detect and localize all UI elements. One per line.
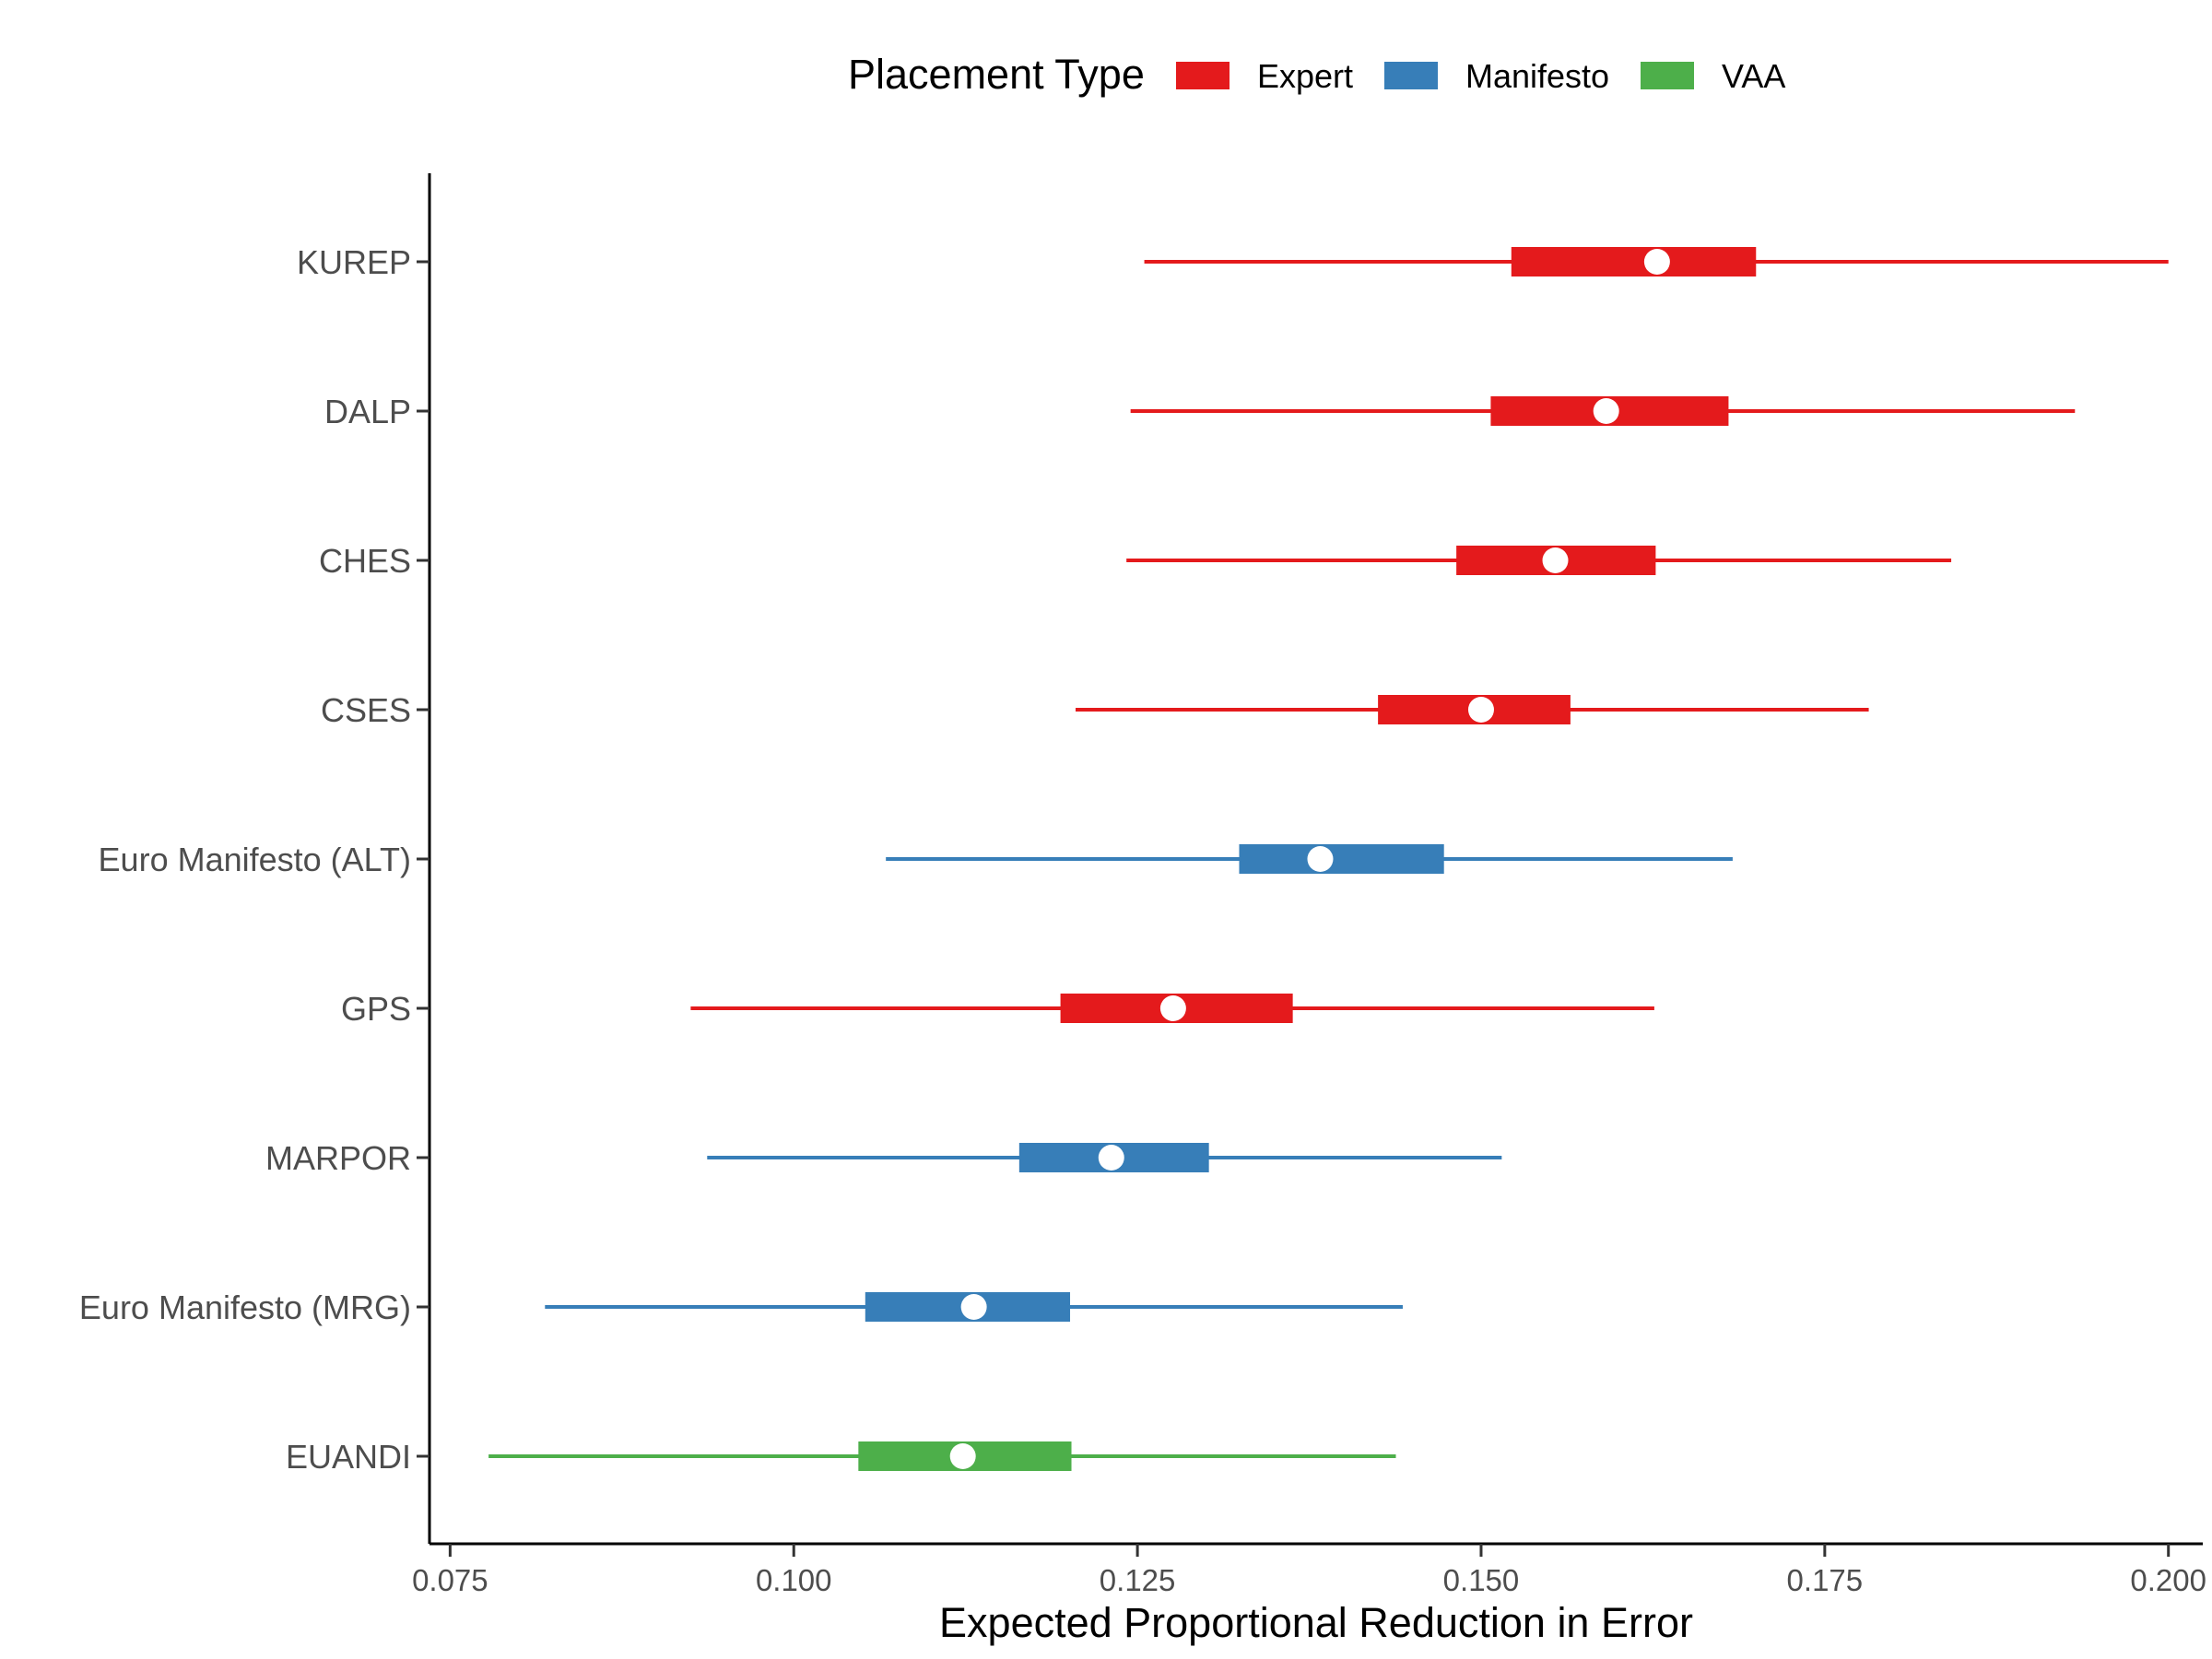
y-tick-label: CHES (319, 542, 411, 580)
x-tick-label: 0.075 (412, 1563, 488, 1597)
interval-box (1239, 844, 1444, 874)
legend-label-manifesto: Manifesto (1465, 57, 1609, 95)
x-tick-label: 0.150 (1443, 1563, 1520, 1597)
y-tick-label: CSES (321, 691, 411, 729)
row-kurep: KUREP (297, 243, 2169, 281)
median-point (960, 1294, 987, 1320)
row-gps: GPS (341, 990, 1654, 1028)
x-axis-title: Expected Proportional Reduction in Error (939, 1599, 1693, 1646)
legend: Placement Type Expert Manifesto VAA (848, 51, 1785, 98)
legend-swatch-vaa (1641, 62, 1694, 89)
legend-swatch-expert (1176, 62, 1230, 89)
median-point (1159, 995, 1186, 1021)
legend-swatch-manifesto (1384, 62, 1438, 89)
median-point (1307, 846, 1334, 872)
y-tick-label: DALP (324, 393, 411, 430)
x-tick-label: 0.125 (1100, 1563, 1176, 1597)
y-tick-label: GPS (341, 990, 411, 1028)
row-ches: CHES (319, 542, 1952, 580)
row-marpor: MARPOR (265, 1139, 1502, 1177)
interval-rows: KUREP DALP CHES CSES Euro Manifesto (ALT) GPS… (79, 243, 2169, 1476)
row-euro-manifesto-alt: Euro Manifesto (ALT) (99, 841, 1733, 878)
y-tick-label: Euro Manifesto (MRG) (79, 1288, 411, 1326)
median-point (1098, 1145, 1124, 1171)
row-dalp: DALP (324, 393, 2076, 430)
x-tick-label: 0.200 (2130, 1563, 2206, 1597)
median-point (1542, 547, 1569, 573)
interval-box (1511, 247, 1757, 276)
median-point (1643, 249, 1670, 275)
legend-label-vaa: VAA (1722, 57, 1785, 95)
row-euro-manifesto-mrg: Euro Manifesto (MRG) (79, 1288, 1403, 1326)
median-point (949, 1443, 976, 1469)
legend-title: Placement Type (848, 51, 1145, 98)
y-tick-label: KUREP (297, 243, 411, 281)
y-tick-label: Euro Manifesto (ALT) (99, 841, 411, 878)
legend-label-expert: Expert (1257, 57, 1353, 95)
x-ticks: 0.075 0.100 0.125 0.150 0.175 0.200 (412, 1544, 2206, 1597)
y-tick-label: EUANDI (286, 1438, 411, 1476)
y-tick-label: MARPOR (265, 1139, 411, 1177)
median-point (1593, 398, 1619, 424)
x-tick-label: 0.100 (756, 1563, 832, 1597)
row-cses: CSES (321, 691, 1869, 729)
median-point (1467, 697, 1494, 723)
row-euandi: EUANDI (286, 1438, 1396, 1476)
x-tick-label: 0.175 (1787, 1563, 1864, 1597)
